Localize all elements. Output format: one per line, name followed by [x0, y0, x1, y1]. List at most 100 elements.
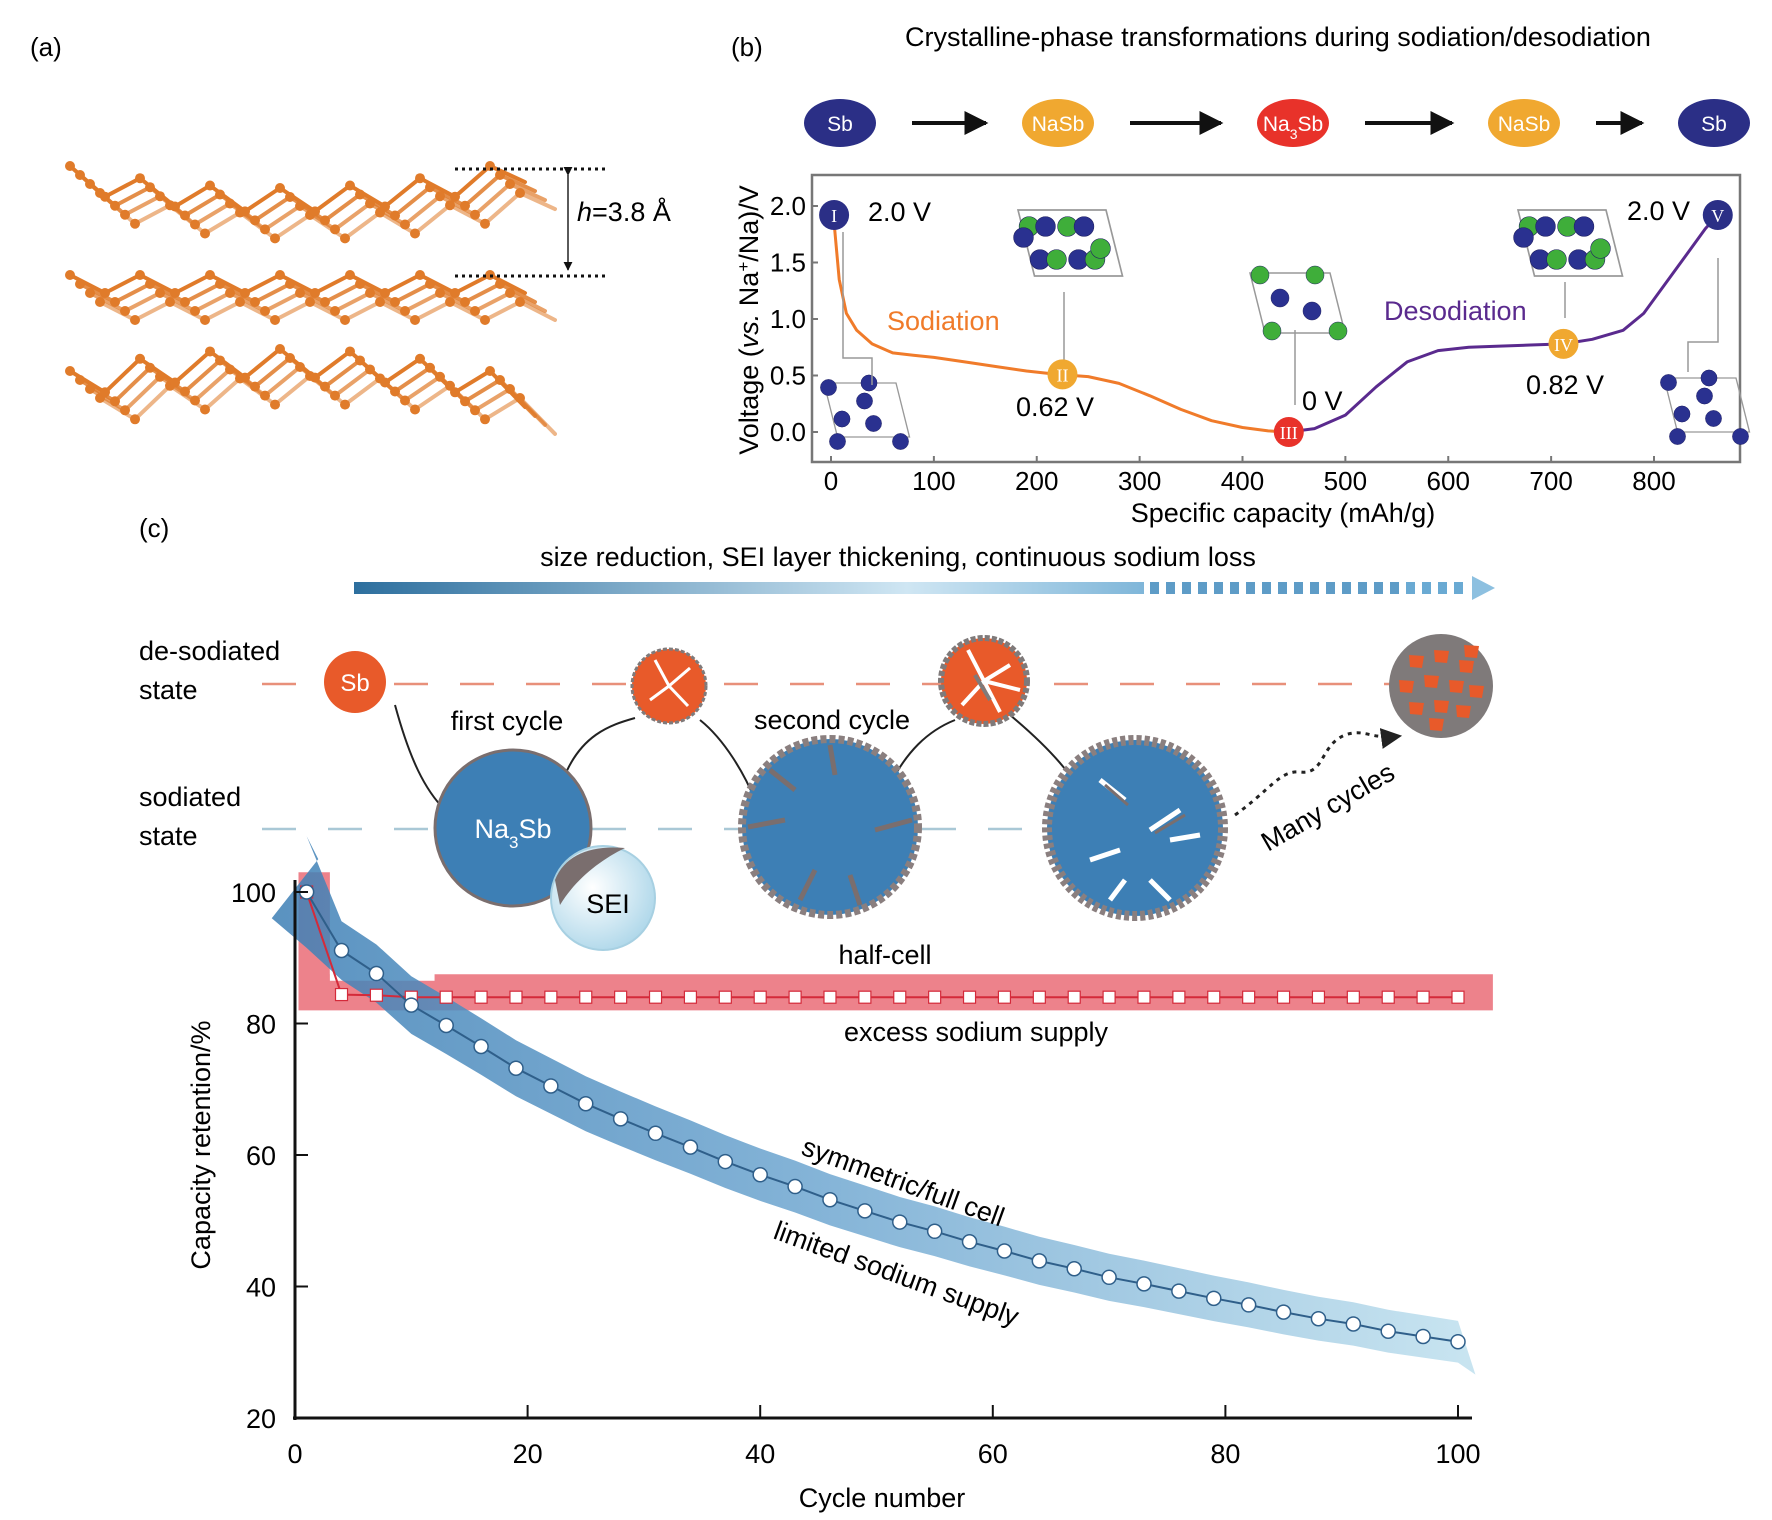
sb-bond: [358, 282, 397, 304]
full-cell-point: [543, 1078, 559, 1094]
sb-atom: [1035, 216, 1056, 237]
sb-atom: [145, 362, 155, 373]
half-cell-point: [1311, 990, 1326, 1004]
trend-dash: [1310, 582, 1319, 594]
sb-atom: [200, 228, 210, 239]
sb-atom: [205, 270, 215, 280]
trend-dash: [1454, 582, 1463, 594]
phase-sb: Sb: [804, 99, 876, 147]
sb-atom: [110, 200, 120, 211]
sb-bond: [348, 183, 387, 209]
sb-bond: [343, 300, 382, 322]
trend-dash: [1166, 582, 1175, 594]
sb-atom: [450, 387, 460, 398]
panel-b: (b) Crystalline-phase transformations du…: [731, 22, 1751, 528]
sb-atom: [110, 297, 120, 307]
sb-bond: [278, 273, 317, 295]
na3sb-particle: Na3Sb: [433, 748, 593, 908]
marker-circle: [1273, 417, 1304, 447]
sb-atom: [215, 189, 225, 200]
sb-bond: [453, 164, 492, 199]
sb-bond: [113, 282, 152, 304]
unit-cell: [1516, 209, 1624, 277]
half-cell-point: [753, 990, 767, 1004]
sb-bond: [238, 300, 277, 322]
sb-atom: [295, 362, 305, 372]
marker-voltage-annotation: 2.0 V: [1627, 196, 1690, 226]
desodiated-particle-cycle1: [630, 647, 708, 725]
sb-atom: [1535, 216, 1556, 237]
sb-atom: [505, 179, 515, 189]
phase-marker-iv: IV 0.82 V: [1526, 328, 1604, 400]
full-cell-point: [1450, 1333, 1466, 1350]
sb-bond: [298, 291, 337, 313]
sb-atom: [460, 200, 470, 211]
sb-atom: [250, 215, 260, 226]
sb-atom: [380, 288, 390, 298]
full-cell-line: [305, 891, 1459, 1343]
sb-bond: [333, 201, 372, 232]
half-cell-point: [544, 990, 558, 1004]
trend-dash: [1358, 582, 1367, 594]
sb-atom: [415, 353, 425, 364]
marker-voltage-annotation: 2.0 V: [868, 197, 931, 227]
sb-bond: [333, 367, 372, 398]
panel-a-label: (a): [30, 32, 62, 62]
half-cell-point: [579, 990, 593, 1004]
full-cell-point: [403, 997, 420, 1013]
sb-bond: [498, 173, 537, 194]
half-cell-point: [928, 990, 942, 1004]
sb-bond: [168, 383, 207, 412]
sb-atom: [485, 366, 495, 376]
full-cell-point: [961, 1234, 978, 1250]
sb-bond: [428, 185, 467, 208]
sb-atom: [415, 173, 425, 184]
sb-atom: [345, 346, 355, 357]
y-tick-label: 2.0: [770, 191, 806, 221]
na-atom: [1590, 238, 1611, 259]
marker-voltage-annotation: 0.62 V: [1016, 392, 1094, 422]
phase-marker-ii: II 0.62 V: [1016, 359, 1094, 422]
sb-bond: [343, 376, 382, 407]
sb-bond: [358, 192, 397, 218]
sb-bond: [173, 349, 212, 385]
sb-atom: [200, 315, 210, 325]
sb-atom: [295, 201, 305, 211]
cycle-connector: [562, 717, 636, 781]
sb-atom: [120, 405, 130, 416]
half-cell-point: [1067, 990, 1081, 1004]
na-atom: [1046, 249, 1067, 270]
half-cell-point: [788, 990, 802, 1004]
sb-bond: [463, 282, 502, 304]
sei-layer: SEI: [550, 845, 656, 951]
panel-c-label: (c): [139, 513, 169, 543]
sb-atom: [180, 210, 190, 221]
trend-arrow-dashes: [1150, 582, 1463, 594]
sb-bond: [308, 213, 347, 241]
half-cell-point: [997, 990, 1012, 1004]
sb-bond: [123, 374, 162, 413]
sb-fragment: [1434, 650, 1449, 663]
sb-bond: [123, 291, 162, 313]
half-cell-point: [1172, 990, 1186, 1004]
sb-atom: [75, 170, 85, 180]
na-atom: [1090, 238, 1111, 259]
second-cycle-label: second cycle: [754, 705, 910, 735]
sb-atom: [345, 180, 355, 191]
sb-bond: [253, 282, 292, 304]
sb-atom: [155, 191, 165, 202]
sb-bond: [98, 396, 137, 422]
sb-atom: [285, 279, 295, 289]
sb-bond: [183, 192, 222, 218]
many-cycles-label: Many cycles: [1256, 757, 1400, 857]
x-tick-label: 600: [1427, 466, 1470, 496]
trend-dash: [1198, 582, 1207, 594]
half-cell-point: [334, 987, 349, 1002]
trend-dash: [1246, 582, 1255, 594]
sb-bond: [473, 291, 512, 313]
sb-atom: [365, 198, 375, 209]
sb-bond: [403, 194, 442, 227]
sb-atom: [1705, 410, 1722, 427]
sb-atom: [1673, 405, 1691, 423]
